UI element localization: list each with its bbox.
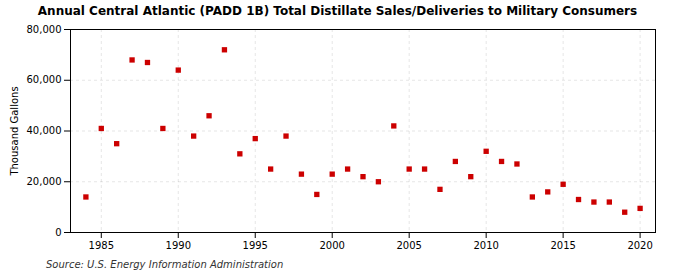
svg-text:40,000: 40,000: [27, 125, 62, 136]
svg-text:80,000: 80,000: [27, 24, 62, 35]
svg-text:2010: 2010: [473, 240, 498, 251]
svg-text:2015: 2015: [550, 240, 575, 251]
svg-text:60,000: 60,000: [27, 74, 62, 85]
svg-text:1985: 1985: [89, 240, 114, 251]
svg-text:0: 0: [55, 227, 61, 238]
html-text:Source: U.S. Energy Informatio: Source: U.S. Energy Information Administ…: [46, 259, 284, 270]
svg-text:2000: 2000: [319, 240, 344, 251]
svg-text:2005: 2005: [396, 240, 421, 251]
svg-text:2020: 2020: [627, 240, 652, 251]
svg-text:Thousand Gallons: Thousand Gallons: [9, 86, 20, 176]
html-text:Annual Central Atlantic (PADD: Annual Central Atlantic (PADD 1B) Total …: [37, 4, 638, 18]
svg-text:1990: 1990: [166, 240, 191, 251]
svg-text:1995: 1995: [243, 240, 268, 251]
svg-text:20,000: 20,000: [27, 176, 62, 187]
